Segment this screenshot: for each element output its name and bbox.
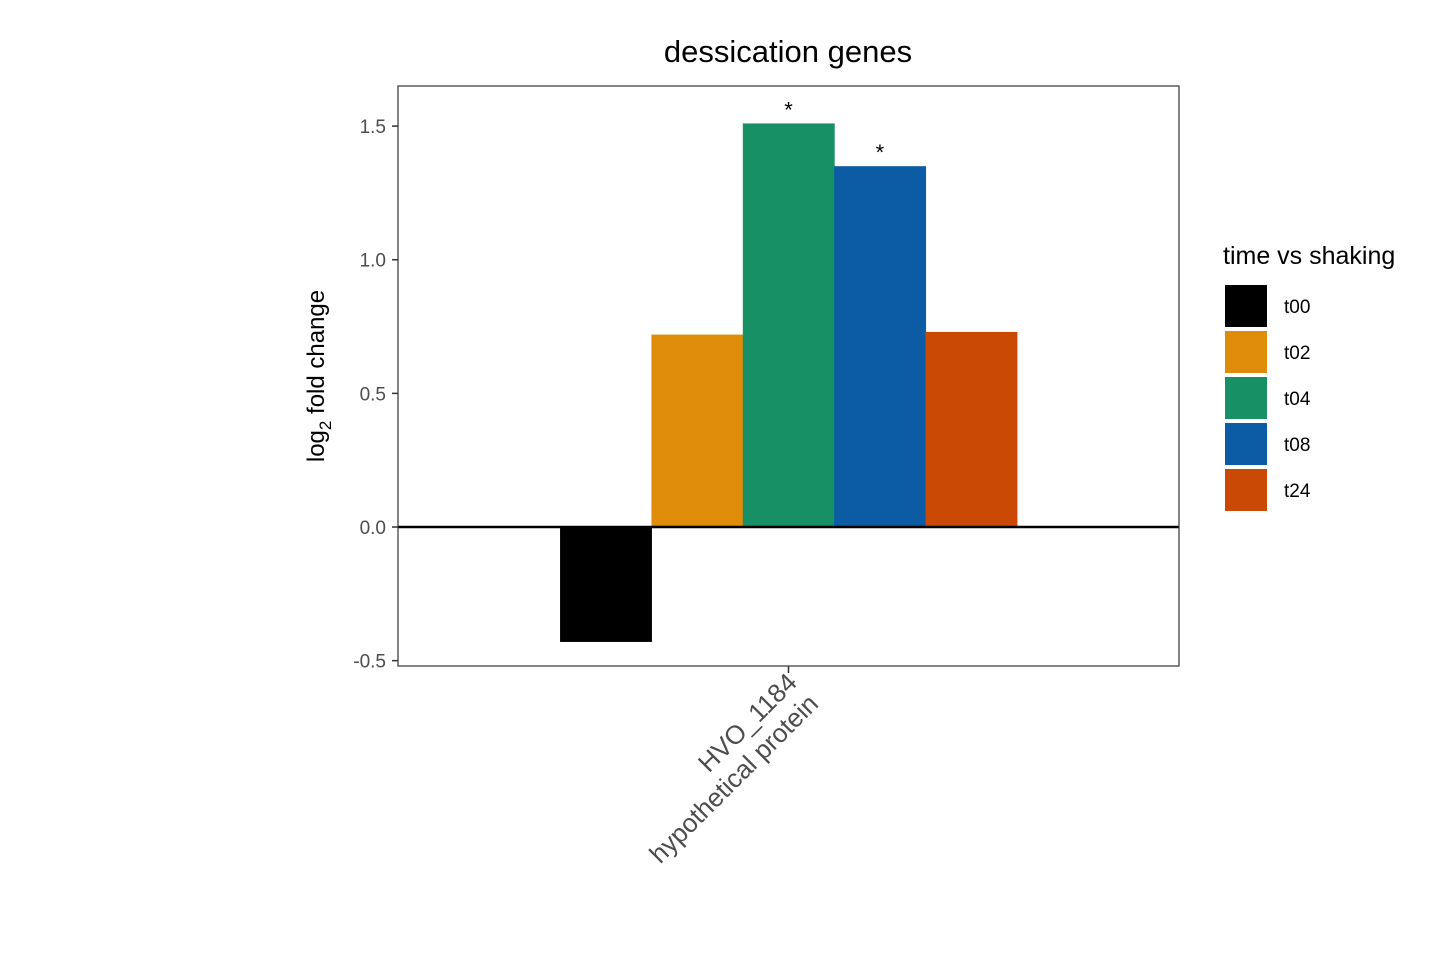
y-axis-title-rest: fold change <box>303 290 330 421</box>
significance-marker-t04: * <box>784 97 793 122</box>
legend-items: t00 t02 t04 t08 t24 <box>1225 285 1311 511</box>
y-tick-label: -0.5 <box>353 652 386 673</box>
bar-t24 <box>925 331 1018 528</box>
bar-series <box>560 123 1018 642</box>
legend-label-t02: t02 <box>1284 343 1310 364</box>
significance-marker-t08: * <box>876 140 885 165</box>
legend-item-t00: t00 <box>1225 285 1310 327</box>
svg-text:log2 fold change: log2 fold change <box>303 290 335 462</box>
significance-markers: ** <box>784 97 884 165</box>
legend-label-t04: t04 <box>1284 389 1311 410</box>
legend-swatch-t08 <box>1225 423 1267 465</box>
bar-t04 <box>742 123 835 528</box>
y-tick-label: 0.0 <box>360 518 386 539</box>
legend-item-t24: t24 <box>1225 469 1311 511</box>
legend-swatch-t02 <box>1225 331 1267 373</box>
legend-title: time vs shaking <box>1223 242 1395 270</box>
bar-t00 <box>560 527 652 642</box>
y-axis-title-log: log <box>303 430 330 462</box>
legend-item-t02: t02 <box>1225 331 1310 373</box>
legend-item-t04: t04 <box>1225 377 1311 419</box>
bar-t08 <box>834 166 927 528</box>
legend-label-t00: t00 <box>1284 297 1310 318</box>
chart-title: dessication genes <box>664 34 912 69</box>
y-axis-title: log2 fold change <box>303 290 335 462</box>
legend-item-t08: t08 <box>1225 423 1310 465</box>
legend-swatch-t24 <box>1225 469 1267 511</box>
y-axis: -0.5 0.0 0.5 1.0 1.5 <box>353 117 398 673</box>
legend-swatch-t00 <box>1225 285 1267 327</box>
bar-t02 <box>651 334 744 528</box>
y-tick-label: 1.0 <box>360 251 386 272</box>
y-tick-label: 1.5 <box>360 117 386 138</box>
y-tick-label: 0.5 <box>360 384 386 405</box>
legend-label-t24: t24 <box>1284 481 1311 502</box>
y-axis-title-subscript: 2 <box>316 421 335 430</box>
legend-swatch-t04 <box>1225 377 1267 419</box>
legend: time vs shaking t00 t02 t04 t08 t24 <box>1223 242 1395 511</box>
legend-label-t08: t08 <box>1284 435 1310 456</box>
